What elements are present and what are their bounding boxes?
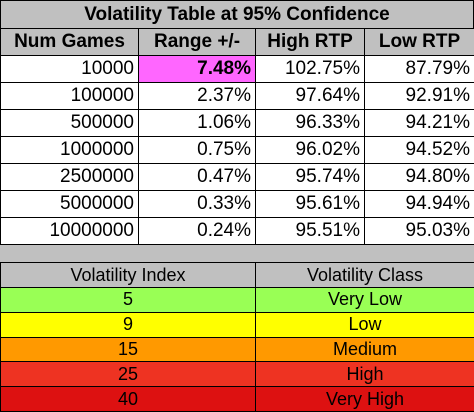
class-cell: Low: [255, 311, 474, 338]
table-cell: 7.48%: [138, 55, 256, 83]
table-cell: 102.75%: [255, 55, 365, 83]
table-cell: 94.21%: [364, 109, 474, 137]
class-cell: Medium: [255, 336, 474, 363]
table-cell: 95.03%: [364, 217, 474, 245]
table-cell: 95.51%: [255, 217, 365, 245]
class-cell: Very Low: [255, 287, 474, 313]
class-cell: High: [255, 361, 474, 388]
table-cell: 97.64%: [255, 82, 365, 110]
class-cell: 9: [0, 311, 256, 338]
table-cell: 10000000: [0, 217, 139, 245]
class-cell: 25: [0, 361, 256, 388]
table-cell: 95.61%: [255, 190, 365, 218]
column-header: Volatility Class: [255, 262, 474, 288]
table-cell: 0.47%: [138, 163, 256, 191]
table-cell: 95.74%: [255, 163, 365, 191]
table-cell: 96.02%: [255, 136, 365, 164]
table-cell: 96.33%: [255, 109, 365, 137]
class-cell: 5: [0, 287, 256, 313]
table-cell: 94.94%: [364, 190, 474, 218]
table-cell: 1.06%: [138, 109, 256, 137]
table-cell: 500000: [0, 109, 139, 137]
table-cell: 92.91%: [364, 82, 474, 110]
table-cell: 2.37%: [138, 82, 256, 110]
table-cell: 0.24%: [138, 217, 256, 245]
table-cell: 2500000: [0, 163, 139, 191]
table-cell: 94.80%: [364, 163, 474, 191]
column-header: High RTP: [255, 28, 365, 56]
table-cell: 10000: [0, 55, 139, 83]
class-cell: 15: [0, 336, 256, 363]
table-cell: 100000: [0, 82, 139, 110]
table-cell: 1000000: [0, 136, 139, 164]
column-header: Low RTP: [364, 28, 474, 56]
table-cell: 0.33%: [138, 190, 256, 218]
table-title: Volatility Table at 95% Confidence: [0, 0, 474, 29]
class-cell: Very High: [255, 386, 474, 412]
column-header: Volatility Index: [0, 262, 256, 288]
table-cell: 94.52%: [364, 136, 474, 164]
class-cell: 40: [0, 386, 256, 412]
column-header: Range +/-: [138, 28, 256, 56]
table-cell: 5000000: [0, 190, 139, 218]
table-cell: 87.79%: [364, 55, 474, 83]
table-cell: 0.75%: [138, 136, 256, 164]
column-header: Num Games: [0, 28, 139, 56]
